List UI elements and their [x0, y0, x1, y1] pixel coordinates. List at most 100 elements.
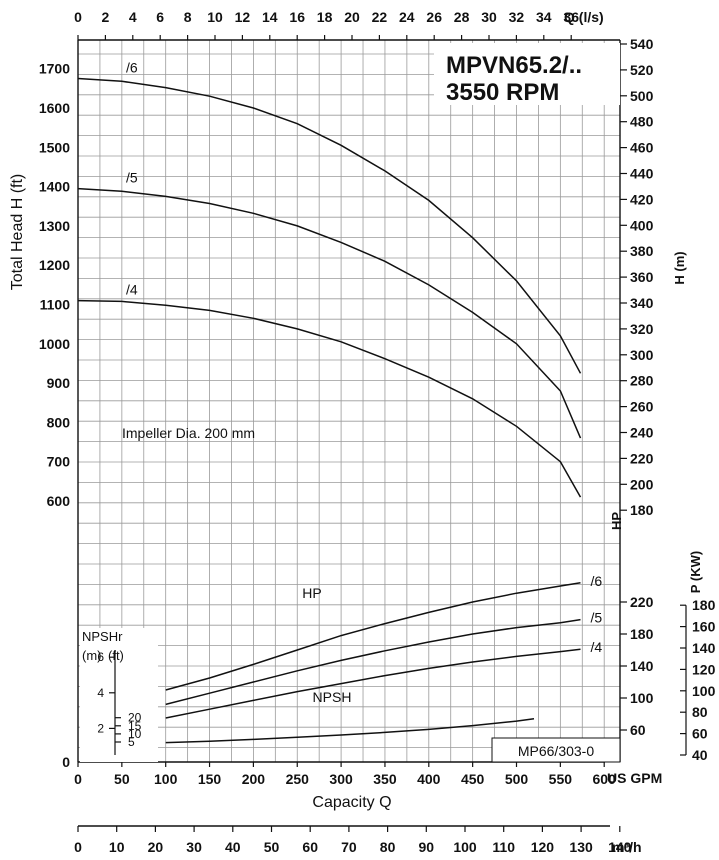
- ls-tick-label: 16: [289, 9, 305, 25]
- impeller-annotation: Impeller Dia. 200 mm: [122, 425, 255, 441]
- x-axis-unit-ls: Q (l/s): [564, 9, 604, 25]
- npsh-curve-label: NPSH: [313, 689, 352, 705]
- m-tick-label: 320: [630, 321, 654, 337]
- m-tick-label: 400: [630, 217, 654, 233]
- gpm-tick-label: 550: [549, 771, 573, 787]
- gpm-tick-label: 400: [417, 771, 441, 787]
- m-tick-label: 300: [630, 347, 654, 363]
- head-curve-label: /4: [126, 282, 138, 298]
- m-tick-label: 200: [630, 476, 654, 492]
- gpm-tick-label: 200: [242, 771, 266, 787]
- m3h-tick-label: 10: [109, 839, 125, 855]
- gpm-tick-label: 450: [461, 771, 485, 787]
- power-curve-label: /4: [591, 639, 603, 655]
- kw-tick-label: 80: [692, 704, 708, 720]
- ft-tick-label: 600: [47, 493, 71, 509]
- kw-tick-label: 40: [692, 747, 708, 763]
- hp-tick-label: 220: [630, 594, 654, 610]
- reference-code: MP66/303-0: [518, 743, 594, 759]
- gpm-tick-label: 150: [198, 771, 222, 787]
- ls-tick-label: 18: [317, 9, 333, 25]
- reference-box: [491, 737, 621, 763]
- gpm-tick-label: 500: [505, 771, 529, 787]
- power-curve: [165, 582, 581, 691]
- m3h-tick-label: 120: [531, 839, 555, 855]
- ls-tick-label: 30: [481, 9, 497, 25]
- ls-tick-label: 12: [235, 9, 251, 25]
- m-tick-label: 460: [630, 140, 654, 156]
- m-tick-label: 540: [630, 36, 654, 52]
- m3h-tick-label: 60: [302, 839, 318, 855]
- kw-tick-label: 60: [692, 726, 708, 742]
- npsh-ft-tick-label: 5: [128, 735, 135, 749]
- m3h-tick-label: 110: [492, 839, 515, 855]
- m-tick-label: 500: [630, 88, 654, 104]
- power-curve: [165, 618, 581, 706]
- kw-tick-label: 120: [692, 661, 716, 677]
- head-curve: [77, 187, 582, 439]
- gpm-tick-label: 300: [329, 771, 353, 787]
- chart-title: MPVN65.2/..: [446, 52, 582, 79]
- power-curve: [165, 648, 581, 719]
- ls-tick-label: 22: [372, 9, 388, 25]
- m-tick-label: 280: [630, 373, 654, 389]
- npshr-unit-m: (m): [82, 648, 102, 663]
- m-tick-label: 180: [630, 502, 654, 518]
- ls-tick-label: 36: [563, 9, 579, 25]
- ft-tick-label: 1700: [39, 61, 70, 77]
- ft-tick-label: 1600: [39, 100, 70, 116]
- ft-tick-label: 1400: [39, 179, 70, 195]
- m3h-tick-label: 50: [264, 839, 280, 855]
- m-tick-label: 520: [630, 62, 654, 78]
- npsh-m-tick-label: 2: [97, 721, 104, 735]
- ls-tick-label: 4: [129, 9, 137, 25]
- npshr-header: NPSHr: [82, 629, 123, 644]
- gpm-tick-label: 250: [286, 771, 310, 787]
- hp-tick-label: 60: [630, 722, 646, 738]
- m3h-tick-label: 0: [74, 839, 82, 855]
- power-curve-label: /5: [591, 610, 603, 626]
- ls-tick-label: 26: [426, 9, 442, 25]
- curves: [77, 77, 582, 744]
- power-curve-label: /6: [591, 573, 603, 589]
- ft-tick-label: 1200: [39, 257, 70, 273]
- ft-tick-label: 1500: [39, 139, 70, 155]
- ls-tick-label: 6: [156, 9, 164, 25]
- npshr-unit-ft: (ft): [108, 648, 124, 663]
- kw-tick-label: 140: [692, 640, 716, 656]
- m-tick-label: 220: [630, 450, 654, 466]
- origin-tick-label: 0: [62, 754, 70, 770]
- gpm-tick-label: 0: [74, 771, 82, 787]
- m3h-tick-label: 100: [453, 839, 477, 855]
- power-axis-label-hp: HP: [609, 512, 624, 530]
- head-curve-label: /5: [126, 170, 138, 186]
- m3h-tick-label: 140: [608, 839, 632, 855]
- y-axis-label-m: H (m): [672, 251, 687, 284]
- hp-tick-label: 140: [630, 658, 654, 674]
- hp-panel-label: HP: [302, 585, 321, 601]
- gpm-tick-label: 350: [373, 771, 397, 787]
- gpm-tick-label: 100: [154, 771, 178, 787]
- labels: /6/5/4/6/5/4: [126, 60, 602, 656]
- npsh-scale-bg: [80, 628, 158, 762]
- head-curve: [77, 299, 582, 498]
- m3h-tick-label: 80: [380, 839, 396, 855]
- ls-tick-label: 14: [262, 9, 278, 25]
- kw-tick-label: 180: [692, 597, 716, 613]
- y-axis-label-ft: Total Head H (ft): [9, 174, 26, 290]
- m3h-tick-label: 90: [419, 839, 435, 855]
- m3h-tick-label: 30: [186, 839, 202, 855]
- grid: [77, 40, 620, 762]
- ls-tick-label: 8: [184, 9, 192, 25]
- kw-tick-label: 100: [692, 683, 716, 699]
- m-tick-label: 440: [630, 166, 654, 182]
- ls-tick-label: 28: [454, 9, 470, 25]
- ft-tick-label: 1300: [39, 218, 70, 234]
- ls-tick-label: 10: [207, 9, 223, 25]
- chart-subtitle: 3550 RPM: [446, 79, 559, 106]
- gpm-tick-label: 600: [593, 771, 617, 787]
- ft-tick-label: 700: [47, 454, 71, 470]
- kw-tick-label: 160: [692, 619, 716, 635]
